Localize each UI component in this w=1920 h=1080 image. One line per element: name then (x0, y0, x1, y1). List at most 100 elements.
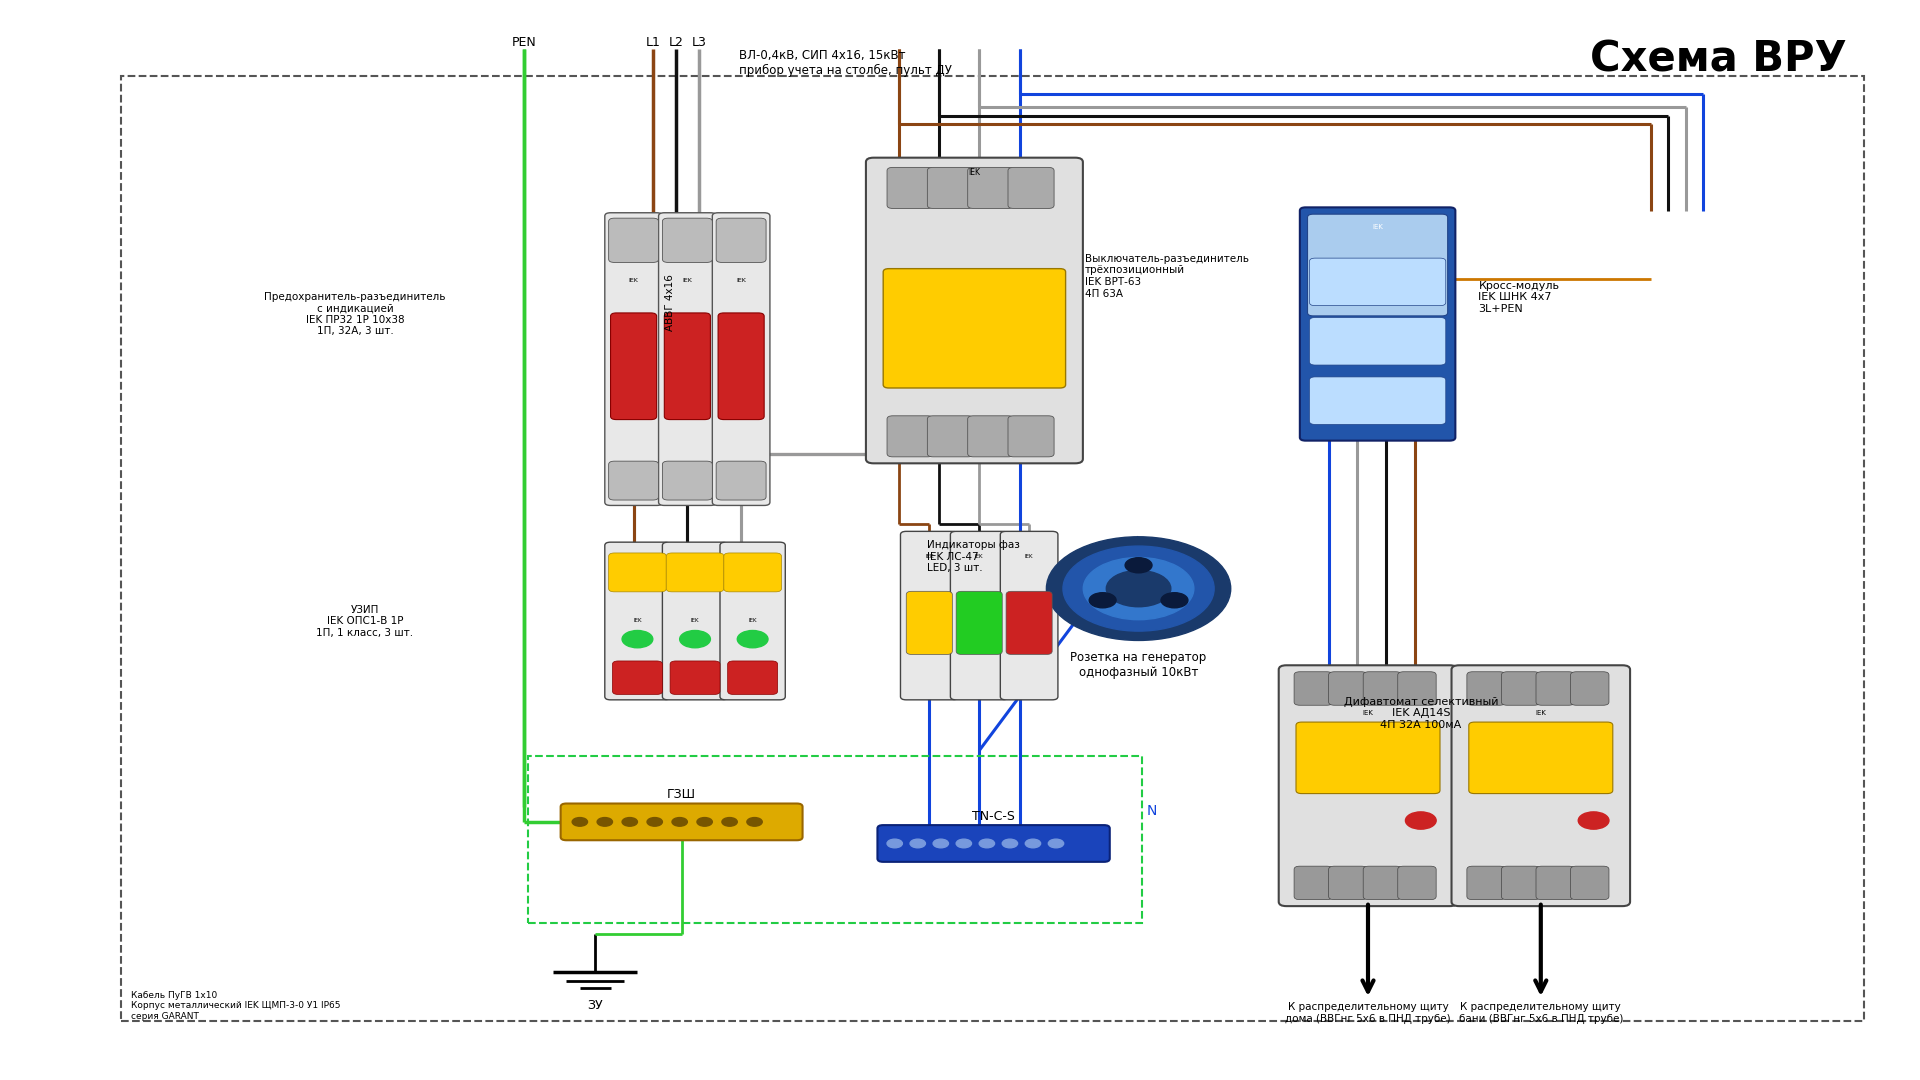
Text: N: N (1146, 804, 1158, 818)
Circle shape (1405, 812, 1436, 829)
FancyBboxPatch shape (927, 416, 973, 457)
FancyBboxPatch shape (712, 213, 770, 505)
Text: IEK: IEK (749, 619, 756, 623)
Text: IEK: IEK (1536, 710, 1546, 716)
Text: К распределительному щиту
бани (ВВГнг 5х6 в ПНД трубе): К распределительному щиту бани (ВВГнг 5х… (1459, 1002, 1622, 1024)
FancyBboxPatch shape (611, 313, 657, 419)
Circle shape (1002, 839, 1018, 848)
Circle shape (697, 818, 712, 826)
FancyBboxPatch shape (1329, 672, 1367, 705)
FancyBboxPatch shape (1501, 866, 1540, 900)
Circle shape (622, 818, 637, 826)
Text: Предохранитель-разъединитель
с индикацией
IEK ПР32 1Р 10х38
1П, 32А, 3 шт.: Предохранитель-разъединитель с индикацие… (265, 292, 445, 336)
FancyBboxPatch shape (716, 461, 766, 500)
FancyBboxPatch shape (1008, 167, 1054, 208)
FancyBboxPatch shape (1536, 672, 1574, 705)
Text: IEK: IEK (975, 554, 983, 558)
Circle shape (1083, 557, 1194, 620)
FancyBboxPatch shape (605, 213, 662, 505)
Text: IEK: IEK (691, 619, 699, 623)
Circle shape (1162, 593, 1188, 608)
Text: IEK: IEK (682, 279, 693, 283)
Text: IEK: IEK (968, 168, 981, 177)
FancyBboxPatch shape (1363, 672, 1402, 705)
Text: Индикаторы фаз
IEK ЛС-47
LED, 3 шт.: Индикаторы фаз IEK ЛС-47 LED, 3 шт. (927, 540, 1020, 573)
Circle shape (572, 818, 588, 826)
Text: ГЗШ: ГЗШ (666, 788, 697, 801)
Text: Кросс-модуль
IEK ШНК 4х7
3L+PEN: Кросс-модуль IEK ШНК 4х7 3L+PEN (1478, 281, 1559, 314)
Circle shape (622, 631, 653, 648)
FancyBboxPatch shape (900, 531, 958, 700)
Text: IEK: IEK (1025, 554, 1033, 558)
Text: К распределительному щиту
дома (ВВГнг 5х6 в ПНД трубе): К распределительному щиту дома (ВВГнг 5х… (1284, 1002, 1452, 1024)
Circle shape (1048, 839, 1064, 848)
Circle shape (647, 818, 662, 826)
Text: ВЛ-0,4кВ, СИП 4х16, 15кВт
прибор учета на столбе, пульт ДУ: ВЛ-0,4кВ, СИП 4х16, 15кВт прибор учета н… (739, 49, 952, 77)
Text: IEK: IEK (1373, 224, 1382, 230)
FancyBboxPatch shape (866, 158, 1083, 463)
FancyBboxPatch shape (720, 542, 785, 700)
FancyBboxPatch shape (1309, 258, 1446, 306)
Circle shape (1106, 570, 1171, 607)
FancyBboxPatch shape (728, 661, 778, 694)
FancyBboxPatch shape (1571, 672, 1609, 705)
FancyBboxPatch shape (1308, 214, 1448, 315)
FancyBboxPatch shape (1398, 672, 1436, 705)
FancyBboxPatch shape (968, 167, 1014, 208)
Text: IEK: IEK (628, 279, 639, 283)
FancyBboxPatch shape (724, 553, 781, 592)
FancyBboxPatch shape (1006, 592, 1052, 654)
Circle shape (933, 839, 948, 848)
FancyBboxPatch shape (1398, 866, 1436, 900)
Circle shape (1025, 839, 1041, 848)
Circle shape (1064, 546, 1213, 631)
Text: IEK: IEK (1363, 710, 1373, 716)
Circle shape (722, 818, 737, 826)
FancyBboxPatch shape (1309, 318, 1446, 365)
Circle shape (747, 818, 762, 826)
Text: IEK: IEK (634, 619, 641, 623)
FancyBboxPatch shape (968, 416, 1014, 457)
FancyBboxPatch shape (927, 167, 973, 208)
Circle shape (597, 818, 612, 826)
FancyBboxPatch shape (950, 531, 1008, 700)
FancyBboxPatch shape (664, 313, 710, 419)
FancyBboxPatch shape (612, 661, 662, 694)
Circle shape (887, 839, 902, 848)
Text: Кабель ПуГВ 1х10
Корпус металлический IEK ЩМП-3-0 У1 IP65
серия GARANT: Кабель ПуГВ 1х10 Корпус металлический IE… (131, 990, 340, 1021)
FancyBboxPatch shape (1279, 665, 1457, 906)
FancyBboxPatch shape (887, 416, 933, 457)
FancyBboxPatch shape (906, 592, 952, 654)
Text: L3: L3 (691, 36, 707, 49)
Text: PEN: PEN (513, 36, 536, 49)
Text: TN-C-S: TN-C-S (972, 810, 1016, 823)
FancyBboxPatch shape (609, 461, 659, 500)
FancyBboxPatch shape (1294, 866, 1332, 900)
FancyBboxPatch shape (609, 553, 666, 592)
FancyBboxPatch shape (1000, 531, 1058, 700)
FancyBboxPatch shape (1571, 866, 1609, 900)
FancyBboxPatch shape (1329, 866, 1367, 900)
FancyBboxPatch shape (605, 542, 670, 700)
Circle shape (1089, 593, 1116, 608)
Circle shape (956, 839, 972, 848)
FancyBboxPatch shape (718, 313, 764, 419)
Text: IEK: IEK (735, 279, 747, 283)
Circle shape (737, 631, 768, 648)
FancyBboxPatch shape (1536, 866, 1574, 900)
FancyBboxPatch shape (1008, 416, 1054, 457)
Text: Розетка на генератор
однофазный 10кВт: Розетка на генератор однофазный 10кВт (1071, 651, 1206, 679)
FancyBboxPatch shape (887, 167, 933, 208)
FancyBboxPatch shape (1501, 672, 1540, 705)
FancyBboxPatch shape (1300, 207, 1455, 441)
Text: Схема ВРУ: Схема ВРУ (1590, 39, 1847, 80)
Text: IEK: IEK (925, 554, 933, 558)
FancyBboxPatch shape (1452, 665, 1630, 906)
Text: УЗИП
IEK ОПС1-В 1Р
1П, 1 класс, 3 шт.: УЗИП IEK ОПС1-В 1Р 1П, 1 класс, 3 шт. (317, 605, 413, 638)
FancyBboxPatch shape (883, 269, 1066, 388)
FancyBboxPatch shape (662, 461, 712, 500)
Circle shape (680, 631, 710, 648)
Text: L2: L2 (668, 36, 684, 49)
FancyBboxPatch shape (666, 553, 724, 592)
FancyBboxPatch shape (716, 218, 766, 262)
